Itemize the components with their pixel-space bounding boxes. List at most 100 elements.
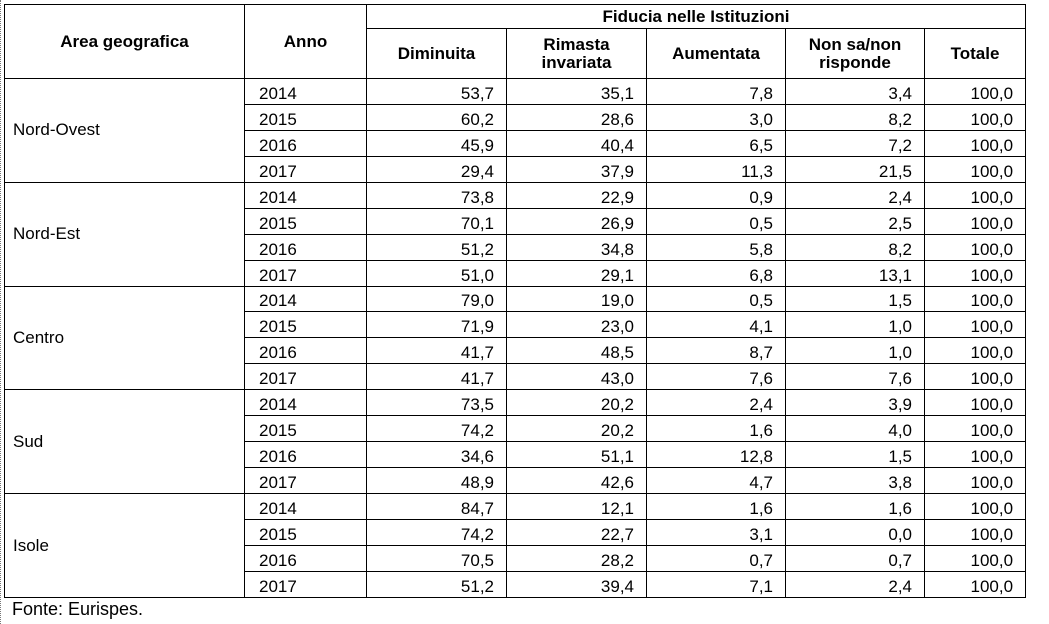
value-cell: 2,4: [785, 570, 925, 599]
year-cell: 2015: [244, 518, 367, 546]
header-area: Area geografica: [4, 4, 245, 79]
value-cell: 4,0: [785, 415, 925, 443]
value-cell: 100,0: [923, 544, 1027, 572]
table-row: Centro 2014 79,0 19,0 0,5 1,5 100,0: [4, 285, 1027, 391]
value-cell: 7,8: [646, 78, 786, 105]
value-cell: 3,1: [646, 518, 786, 546]
value-cell: 4,7: [646, 467, 786, 494]
value-cell: 100,0: [923, 129, 1027, 157]
value-cell: 53,7: [366, 78, 507, 105]
value-cell: 2,4: [646, 389, 786, 417]
value-cell: 3,4: [785, 78, 925, 105]
table-row: 2017 48,9 42,6 4,7 3,8 100,0: [5, 467, 1027, 494]
value-cell: 1,6: [646, 415, 786, 443]
value-cell: 1,5: [785, 285, 925, 313]
value-cell: 0,7: [646, 544, 786, 572]
value-cell: 8,2: [785, 103, 925, 131]
year-cell: 2016: [244, 337, 367, 365]
year-cell: 2017: [244, 155, 367, 183]
value-cell: 100,0: [923, 363, 1027, 391]
value-cell: 3,0: [646, 103, 786, 131]
header-col: Aumentata: [646, 28, 786, 79]
area-name: Centro: [4, 285, 245, 391]
value-cell: 0,5: [646, 207, 786, 235]
value-cell: 100,0: [923, 389, 1027, 417]
value-cell: 28,6: [506, 103, 647, 131]
value-cell: 100,0: [923, 259, 1027, 287]
year-cell: 2017: [244, 259, 367, 287]
value-cell: 2,4: [785, 181, 925, 209]
table-row: 2015 70,1 26,9 0,5 2,5 100,0: [5, 207, 1027, 235]
value-cell: 74,2: [366, 518, 507, 546]
value-cell: 1,6: [646, 493, 786, 520]
value-cell: 1,5: [785, 441, 925, 469]
year-cell: 2016: [244, 441, 367, 469]
value-cell: 1,0: [785, 337, 925, 365]
value-cell: 8,2: [785, 233, 925, 261]
area-name: Nord-Ovest: [4, 78, 245, 183]
value-cell: 3,9: [785, 389, 925, 417]
value-cell: 20,2: [506, 389, 647, 417]
value-cell: 100,0: [923, 415, 1027, 443]
value-cell: 48,5: [506, 337, 647, 365]
header-col: Non sa/non risponde: [785, 28, 925, 79]
value-cell: 41,7: [366, 337, 507, 365]
value-cell: 60,2: [366, 103, 507, 131]
year-cell: 2015: [244, 311, 367, 339]
value-cell: 100,0: [923, 311, 1027, 339]
value-cell: 35,1: [506, 78, 647, 105]
year-cell: 2014: [244, 181, 367, 209]
value-cell: 100,0: [923, 155, 1027, 183]
value-cell: 48,9: [366, 467, 507, 494]
value-cell: 22,9: [506, 181, 647, 209]
value-cell: 29,4: [366, 155, 507, 183]
value-cell: 42,6: [506, 467, 647, 494]
value-cell: 74,2: [366, 415, 507, 443]
value-cell: 22,7: [506, 518, 647, 546]
value-cell: 70,1: [366, 207, 507, 235]
header-anno: Anno: [244, 4, 367, 79]
table-row: 2015 74,2 20,2 1,6 4,0 100,0: [5, 415, 1027, 443]
value-cell: 28,2: [506, 544, 647, 572]
value-cell: 0,5: [646, 285, 786, 313]
source-note: Fonte: Eurispes.: [12, 599, 144, 619]
table-row: Nord-Ovest 2014 53,7 35,1 7,8 3,4 100,0: [4, 78, 1027, 183]
value-cell: 0,0: [785, 518, 925, 546]
year-cell: 2015: [244, 415, 367, 443]
header-col: Rimasta invariata: [506, 28, 647, 79]
value-cell: 70,5: [366, 544, 507, 572]
value-cell: 3,8: [785, 467, 925, 494]
value-cell: 84,7: [366, 493, 507, 520]
value-cell: 12,8: [646, 441, 786, 469]
value-cell: 100,0: [923, 103, 1027, 131]
value-cell: 34,8: [506, 233, 647, 261]
header-group: Fiducia nelle Istituzioni: [365, 4, 1027, 29]
year-cell: 2016: [244, 233, 367, 261]
header-col: Totale: [923, 28, 1027, 79]
value-cell: 7,6: [646, 363, 786, 391]
table-row: Isole 2014 84,7 12,1 1,6 1,6 100,0: [4, 493, 1027, 598]
area-name: Isole: [4, 493, 245, 598]
value-cell: 7,1: [646, 570, 786, 599]
table-row: Nord-Est 2014 73,8 22,9 0,9 2,4 100,0: [4, 181, 1027, 287]
value-cell: 43,0: [506, 363, 647, 391]
year-cell: 2017: [244, 363, 367, 391]
value-cell: 41,7: [366, 363, 507, 391]
table-row: Sud 2014 73,5 20,2 2,4 3,9 100,0: [4, 389, 1027, 494]
year-cell: 2014: [244, 493, 367, 520]
value-cell: 5,8: [646, 233, 786, 261]
year-cell: 2014: [244, 389, 367, 417]
value-cell: 19,0: [506, 285, 647, 313]
value-cell: 21,5: [785, 155, 925, 183]
value-cell: 39,4: [506, 570, 647, 599]
value-cell: 0,7: [785, 544, 925, 572]
value-cell: 6,5: [646, 129, 786, 157]
year-cell: 2015: [244, 103, 367, 131]
value-cell: 11,3: [646, 155, 786, 183]
area-name: Nord-Est: [4, 181, 245, 287]
value-cell: 13,1: [785, 259, 925, 287]
year-cell: 2014: [244, 78, 367, 105]
table-row: 2016 34,6 51,1 12,8 1,5 100,0: [5, 441, 1027, 469]
year-cell: 2014: [244, 285, 367, 313]
value-cell: 100,0: [923, 285, 1027, 313]
